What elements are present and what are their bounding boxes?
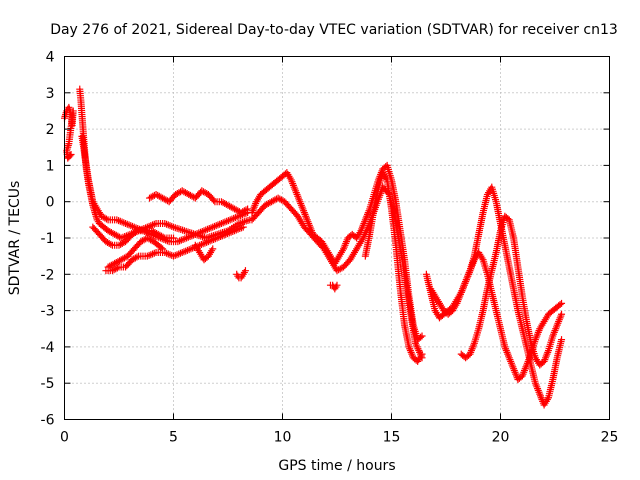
data-point (118, 239, 126, 247)
data-point (159, 245, 167, 253)
data-point (333, 281, 341, 289)
data-point (133, 253, 141, 261)
data-point (239, 223, 247, 231)
data-point (209, 245, 217, 253)
data-points (61, 85, 566, 409)
data-point (67, 151, 75, 159)
data-point (170, 234, 177, 242)
series-6 (104, 234, 167, 271)
data-point (105, 239, 113, 247)
data-point (157, 244, 165, 252)
data-point (133, 228, 141, 236)
series-7 (146, 187, 252, 217)
data-point (179, 226, 187, 234)
data-point (102, 215, 110, 223)
x-tick-label: 20 (492, 430, 510, 446)
data-point (210, 196, 218, 204)
series-10 (248, 161, 426, 344)
data-point (107, 240, 115, 248)
data-point (140, 236, 148, 244)
x-tick-label: 10 (274, 430, 292, 446)
series-13 (361, 169, 426, 365)
y-tick-label: -4 (41, 340, 55, 356)
y-tick-label: 4 (46, 50, 55, 66)
series-3 (78, 132, 252, 246)
data-point (241, 267, 249, 275)
data-point (175, 189, 183, 197)
series-16 (457, 212, 566, 369)
y-tick-label: -1 (41, 231, 55, 247)
x-tick-label: 15 (383, 430, 401, 446)
data-point (558, 310, 566, 318)
axis-ticks (64, 56, 610, 420)
grid-lines (64, 56, 610, 420)
y-tick-label: 3 (46, 86, 55, 102)
series-5 (102, 223, 247, 275)
data-point (336, 265, 344, 273)
series-9 (233, 267, 249, 282)
series-4 (89, 223, 177, 249)
y-tick-label: -2 (41, 267, 55, 283)
x-tick-label: 5 (169, 430, 178, 446)
data-point (131, 254, 139, 262)
series-8 (191, 241, 217, 264)
y-tick-label: -6 (41, 413, 55, 429)
y-tick-label: -5 (41, 376, 55, 392)
data-point (242, 217, 250, 225)
data-point (149, 192, 157, 200)
data-point (180, 227, 188, 235)
x-tick-label: 25 (601, 430, 619, 446)
x-tick-label: 0 (60, 430, 69, 446)
data-point (201, 189, 209, 197)
x-axis-label: GPS time / hours (278, 458, 395, 474)
series-12 (326, 281, 341, 293)
data-point (558, 336, 566, 344)
y-tick-label: 0 (46, 195, 55, 211)
data-point (66, 152, 74, 160)
y-axis-label: SDTVAR / TECUs (7, 181, 23, 296)
data-point (277, 196, 285, 204)
data-point (113, 264, 121, 272)
data-point (556, 301, 564, 309)
series-1 (61, 103, 77, 162)
data-point (101, 214, 109, 222)
data-point (418, 350, 426, 358)
data-point (417, 333, 425, 341)
y-tick-label: 1 (46, 158, 55, 174)
data-point (177, 226, 185, 234)
data-point (159, 233, 167, 241)
y-tick-label: 2 (46, 122, 55, 138)
x-tick-labels: 0 5 10 15 20 25 (60, 430, 618, 446)
data-point (558, 299, 566, 307)
data-point (242, 206, 250, 214)
y-tick-labels: -6 -5 -4 -3 -2 -1 0 1 2 3 4 (41, 50, 55, 429)
data-point (418, 332, 426, 340)
y-tick-label: -3 (41, 304, 55, 320)
data-point (240, 218, 248, 226)
chart-title: Day 276 of 2021, Sidereal Day-to-day VTE… (50, 22, 618, 38)
data-point (175, 225, 183, 233)
